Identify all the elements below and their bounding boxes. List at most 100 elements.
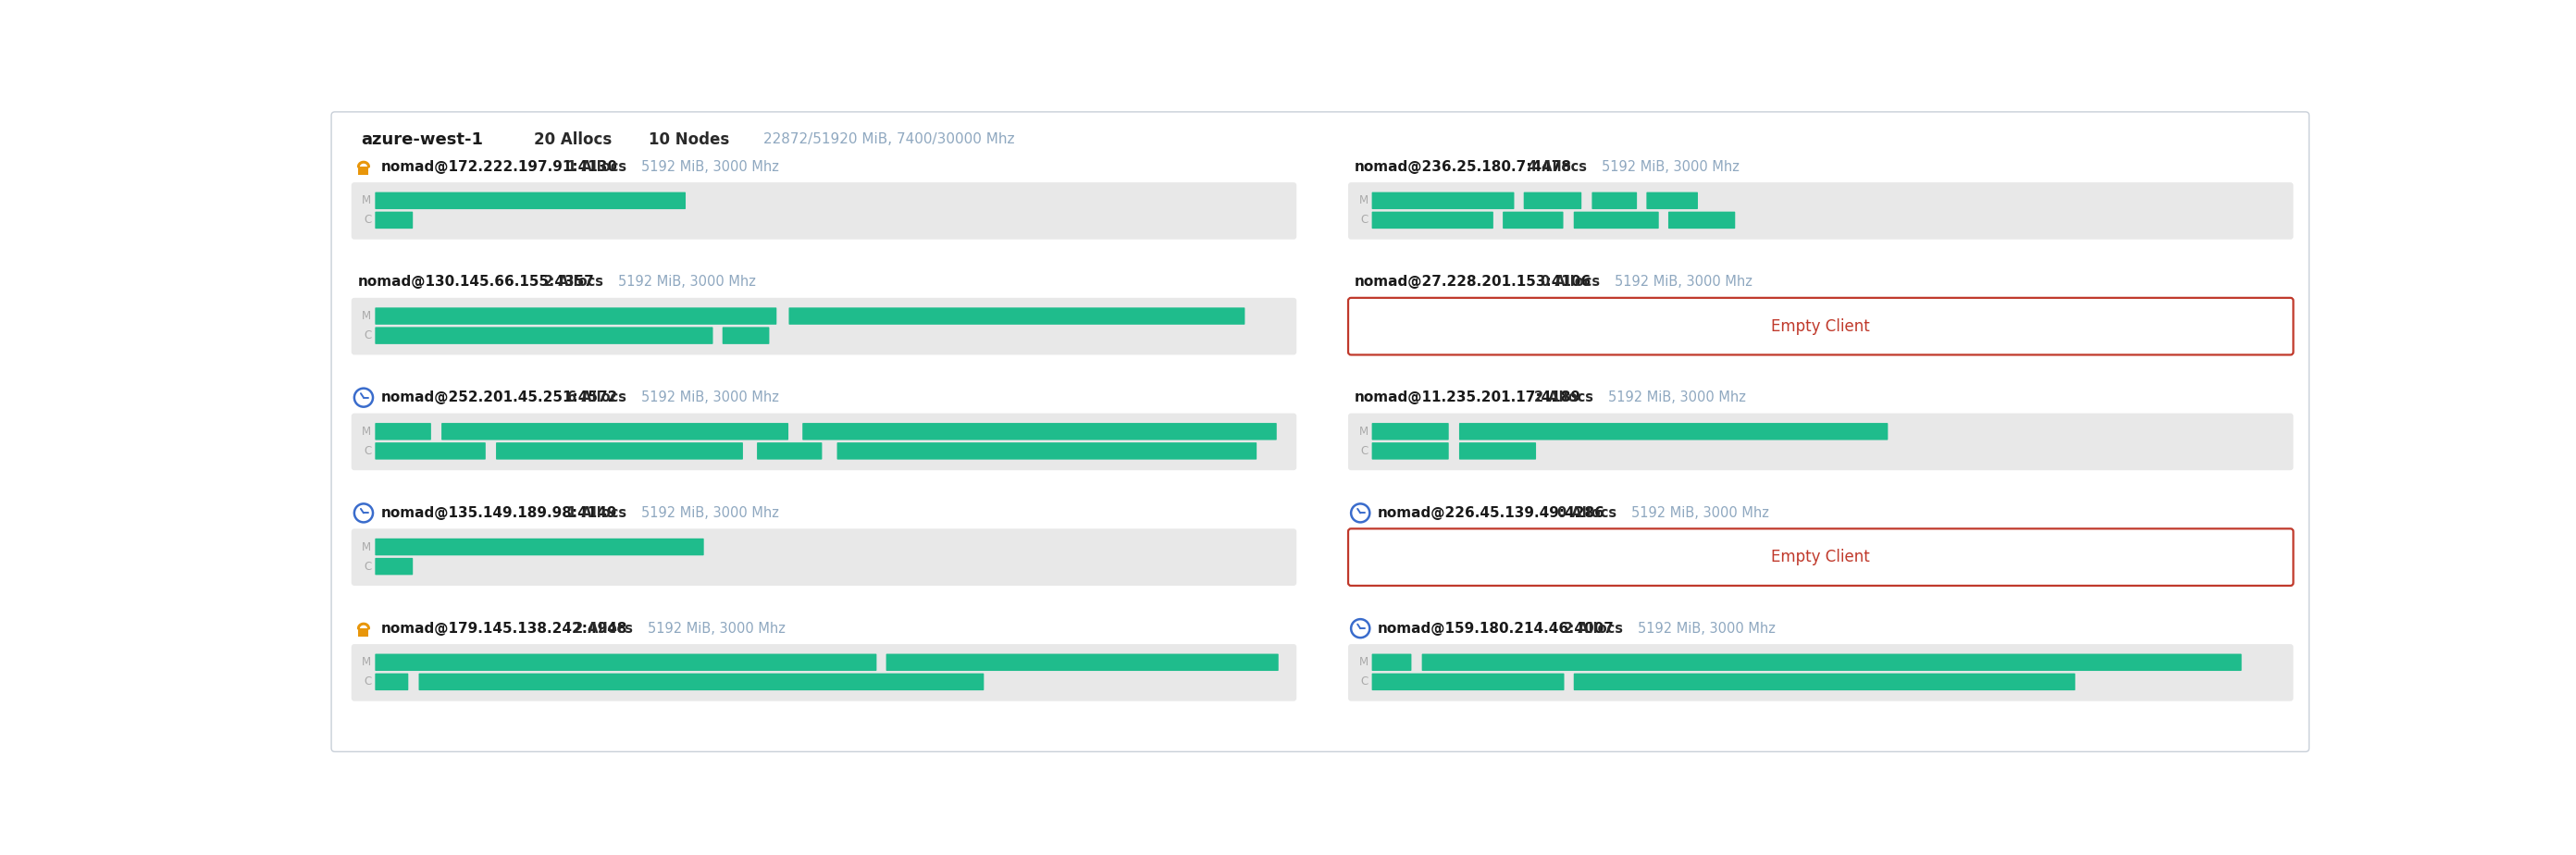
Text: M: M [363, 426, 371, 438]
FancyBboxPatch shape [721, 327, 770, 344]
Text: 10 Nodes: 10 Nodes [649, 132, 729, 148]
FancyBboxPatch shape [1458, 442, 1535, 459]
FancyBboxPatch shape [886, 654, 1278, 671]
FancyBboxPatch shape [1373, 211, 1494, 228]
FancyBboxPatch shape [1422, 654, 2241, 671]
Text: 5192 MiB, 3000 Mhz: 5192 MiB, 3000 Mhz [1638, 622, 1775, 635]
FancyBboxPatch shape [1347, 528, 2293, 586]
FancyBboxPatch shape [376, 192, 685, 209]
Text: azure-west-1: azure-west-1 [361, 132, 484, 148]
Text: M: M [363, 541, 371, 553]
FancyBboxPatch shape [376, 211, 412, 228]
FancyBboxPatch shape [376, 308, 775, 325]
FancyBboxPatch shape [376, 654, 876, 671]
FancyBboxPatch shape [376, 539, 703, 556]
FancyBboxPatch shape [350, 182, 1296, 239]
Text: M: M [363, 195, 371, 207]
FancyBboxPatch shape [332, 112, 2308, 752]
Text: 5192 MiB, 3000 Mhz: 5192 MiB, 3000 Mhz [641, 160, 778, 174]
FancyBboxPatch shape [350, 298, 1296, 355]
Text: 1 Allocs: 1 Allocs [567, 160, 626, 174]
FancyBboxPatch shape [1646, 192, 1698, 209]
Text: 2 Allocs: 2 Allocs [574, 622, 634, 635]
FancyBboxPatch shape [1373, 673, 1564, 690]
Text: M: M [363, 310, 371, 322]
Text: Empty Client: Empty Client [1772, 549, 1870, 565]
Text: nomad@135.149.189.98:4149: nomad@135.149.189.98:4149 [381, 506, 618, 520]
Text: 20 Allocs: 20 Allocs [533, 132, 611, 148]
FancyBboxPatch shape [1502, 211, 1564, 228]
FancyBboxPatch shape [420, 673, 984, 690]
Text: nomad@226.45.139.49:4286: nomad@226.45.139.49:4286 [1378, 506, 1605, 520]
Text: nomad@159.180.214.46:4007: nomad@159.180.214.46:4007 [1378, 622, 1615, 635]
FancyBboxPatch shape [1373, 192, 1515, 209]
Bar [358, 167, 368, 174]
Text: nomad@179.145.138.242:4948: nomad@179.145.138.242:4948 [381, 622, 629, 635]
FancyBboxPatch shape [1574, 211, 1659, 228]
FancyBboxPatch shape [1347, 182, 2293, 239]
FancyBboxPatch shape [350, 644, 1296, 701]
FancyBboxPatch shape [837, 442, 1257, 459]
Text: 22872/51920 MiB, 7400/30000 Mhz: 22872/51920 MiB, 7400/30000 Mhz [762, 133, 1015, 146]
Text: C: C [363, 329, 371, 342]
FancyBboxPatch shape [350, 528, 1296, 586]
Text: 1 Allocs: 1 Allocs [567, 506, 626, 520]
FancyBboxPatch shape [1347, 298, 2293, 355]
Bar [358, 628, 368, 636]
Text: C: C [363, 214, 371, 227]
FancyBboxPatch shape [1574, 673, 2076, 690]
Text: 5192 MiB, 3000 Mhz: 5192 MiB, 3000 Mhz [1607, 391, 1747, 404]
FancyBboxPatch shape [804, 423, 1278, 440]
Text: M: M [1360, 195, 1368, 207]
FancyBboxPatch shape [440, 423, 788, 440]
FancyBboxPatch shape [350, 413, 1296, 470]
FancyBboxPatch shape [376, 423, 430, 440]
FancyBboxPatch shape [1347, 528, 2293, 586]
Text: M: M [1360, 426, 1368, 438]
Text: 5192 MiB, 3000 Mhz: 5192 MiB, 3000 Mhz [618, 275, 755, 289]
Text: 5192 MiB, 3000 Mhz: 5192 MiB, 3000 Mhz [641, 391, 778, 404]
Text: 2 Allocs: 2 Allocs [544, 275, 603, 289]
FancyBboxPatch shape [788, 308, 1244, 325]
Text: M: M [363, 657, 371, 669]
FancyBboxPatch shape [757, 442, 822, 459]
FancyBboxPatch shape [1347, 644, 2293, 701]
Text: 2 Allocs: 2 Allocs [1564, 622, 1623, 635]
Text: 6 Allocs: 6 Allocs [567, 391, 626, 404]
Text: 5192 MiB, 3000 Mhz: 5192 MiB, 3000 Mhz [641, 506, 778, 520]
Text: 4 Allocs: 4 Allocs [1528, 160, 1587, 174]
Text: 2 Allocs: 2 Allocs [1535, 391, 1595, 404]
FancyBboxPatch shape [1592, 192, 1636, 209]
Text: 5192 MiB, 3000 Mhz: 5192 MiB, 3000 Mhz [1615, 275, 1752, 289]
Text: 5192 MiB, 3000 Mhz: 5192 MiB, 3000 Mhz [1631, 506, 1770, 520]
Text: 5192 MiB, 3000 Mhz: 5192 MiB, 3000 Mhz [647, 622, 786, 635]
FancyBboxPatch shape [1373, 654, 1412, 671]
Text: Empty Client: Empty Client [1772, 318, 1870, 334]
Text: C: C [1360, 445, 1368, 457]
FancyBboxPatch shape [1373, 423, 1448, 440]
Text: 5192 MiB, 3000 Mhz: 5192 MiB, 3000 Mhz [1602, 160, 1739, 174]
FancyBboxPatch shape [1458, 423, 1888, 440]
Text: nomad@27.228.201.153:4106: nomad@27.228.201.153:4106 [1355, 275, 1592, 289]
FancyBboxPatch shape [1347, 298, 2293, 355]
FancyBboxPatch shape [376, 673, 410, 690]
Text: C: C [1360, 214, 1368, 227]
FancyBboxPatch shape [376, 327, 714, 344]
Text: 0 Allocs: 0 Allocs [1558, 506, 1618, 520]
Text: M: M [1360, 657, 1368, 669]
FancyBboxPatch shape [1522, 192, 1582, 209]
Text: C: C [363, 560, 371, 573]
Text: nomad@252.201.45.251:4572: nomad@252.201.45.251:4572 [381, 391, 618, 404]
FancyBboxPatch shape [497, 442, 742, 459]
Text: C: C [1360, 675, 1368, 688]
Text: nomad@130.145.66.155:4357: nomad@130.145.66.155:4357 [358, 275, 595, 289]
Text: 0 Allocs: 0 Allocs [1540, 275, 1600, 289]
Text: nomad@236.25.180.7:4478: nomad@236.25.180.7:4478 [1355, 160, 1571, 174]
FancyBboxPatch shape [1347, 413, 2293, 470]
Text: nomad@172.222.197.91:4130: nomad@172.222.197.91:4130 [381, 160, 618, 174]
FancyBboxPatch shape [376, 442, 487, 459]
Text: nomad@11.235.201.17:4189: nomad@11.235.201.17:4189 [1355, 391, 1582, 404]
FancyBboxPatch shape [1669, 211, 1736, 228]
Text: C: C [363, 445, 371, 457]
FancyBboxPatch shape [1373, 442, 1448, 459]
